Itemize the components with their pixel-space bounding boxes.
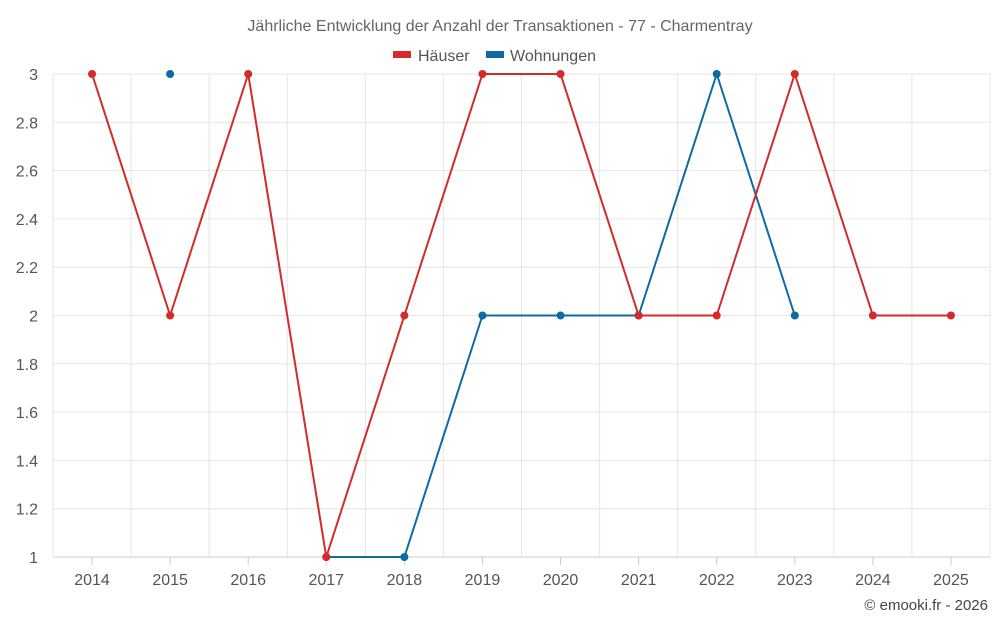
y-tick-label: 1.8	[16, 357, 38, 374]
x-tick-label: 2025	[933, 572, 969, 589]
data-point[interactable]	[88, 70, 97, 78]
x-tick-label: 2014	[74, 572, 110, 589]
data-point[interactable]	[478, 70, 487, 78]
data-point[interactable]	[400, 311, 409, 320]
legend-swatch	[393, 51, 411, 58]
data-point[interactable]	[712, 311, 721, 320]
y-tick-label: 2	[29, 309, 38, 326]
x-tick-label: 2018	[387, 572, 423, 589]
y-tick-label: 1.4	[16, 453, 38, 470]
series-line	[91, 73, 951, 558]
y-tick-label: 3	[29, 67, 38, 84]
y-tick-label: 1.2	[16, 502, 38, 519]
data-point[interactable]	[790, 311, 799, 320]
x-tick-label: 2015	[152, 572, 188, 589]
x-tick-label: 2016	[230, 572, 266, 589]
x-tick-label: 2022	[699, 572, 735, 589]
chart-title: Jährliche Entwicklung der Anzahl der Tra…	[247, 18, 752, 35]
legend-label[interactable]: Häuser	[418, 48, 470, 65]
data-point[interactable]	[400, 553, 409, 561]
data-point[interactable]	[556, 311, 565, 320]
y-tick-label: 2.6	[16, 164, 38, 181]
x-tick-label: 2021	[621, 572, 657, 589]
axes: 1 1.2 1.4 1.6 1.8 2 2.2 2.4 2.6 2.8 3 2014 2015 2016 2…	[16, 67, 990, 589]
x-tick-label: 2020	[543, 572, 579, 589]
legend-label[interactable]: Wohnungen	[510, 48, 596, 65]
legend: Häuser Wohnungen	[393, 48, 596, 65]
data-point[interactable]	[634, 311, 643, 320]
y-tick-label: 2.2	[16, 260, 38, 277]
data-point[interactable]	[322, 553, 331, 561]
y-tick-label: 1	[29, 550, 38, 567]
data-point[interactable]	[712, 70, 721, 78]
data-point[interactable]	[946, 311, 955, 320]
data-point[interactable]	[478, 311, 487, 320]
series-0	[88, 70, 955, 561]
data-point[interactable]	[166, 311, 175, 320]
x-tick-label: 2019	[465, 572, 501, 589]
data-point[interactable]	[868, 311, 877, 320]
x-tick-label: 2023	[777, 572, 813, 589]
x-tick-label: 2024	[855, 572, 891, 589]
credit-text: © emooki.fr - 2026	[864, 597, 988, 614]
y-tick-label: 1.6	[16, 405, 38, 422]
series	[88, 70, 955, 561]
data-point[interactable]	[166, 70, 175, 78]
legend-swatch	[486, 51, 504, 58]
data-point[interactable]	[556, 70, 565, 78]
data-point[interactable]	[244, 70, 253, 78]
y-tick-label: 2.8	[16, 115, 38, 132]
data-point[interactable]	[790, 70, 799, 78]
y-tick-label: 2.4	[16, 212, 38, 229]
x-tick-label: 2017	[308, 572, 344, 589]
